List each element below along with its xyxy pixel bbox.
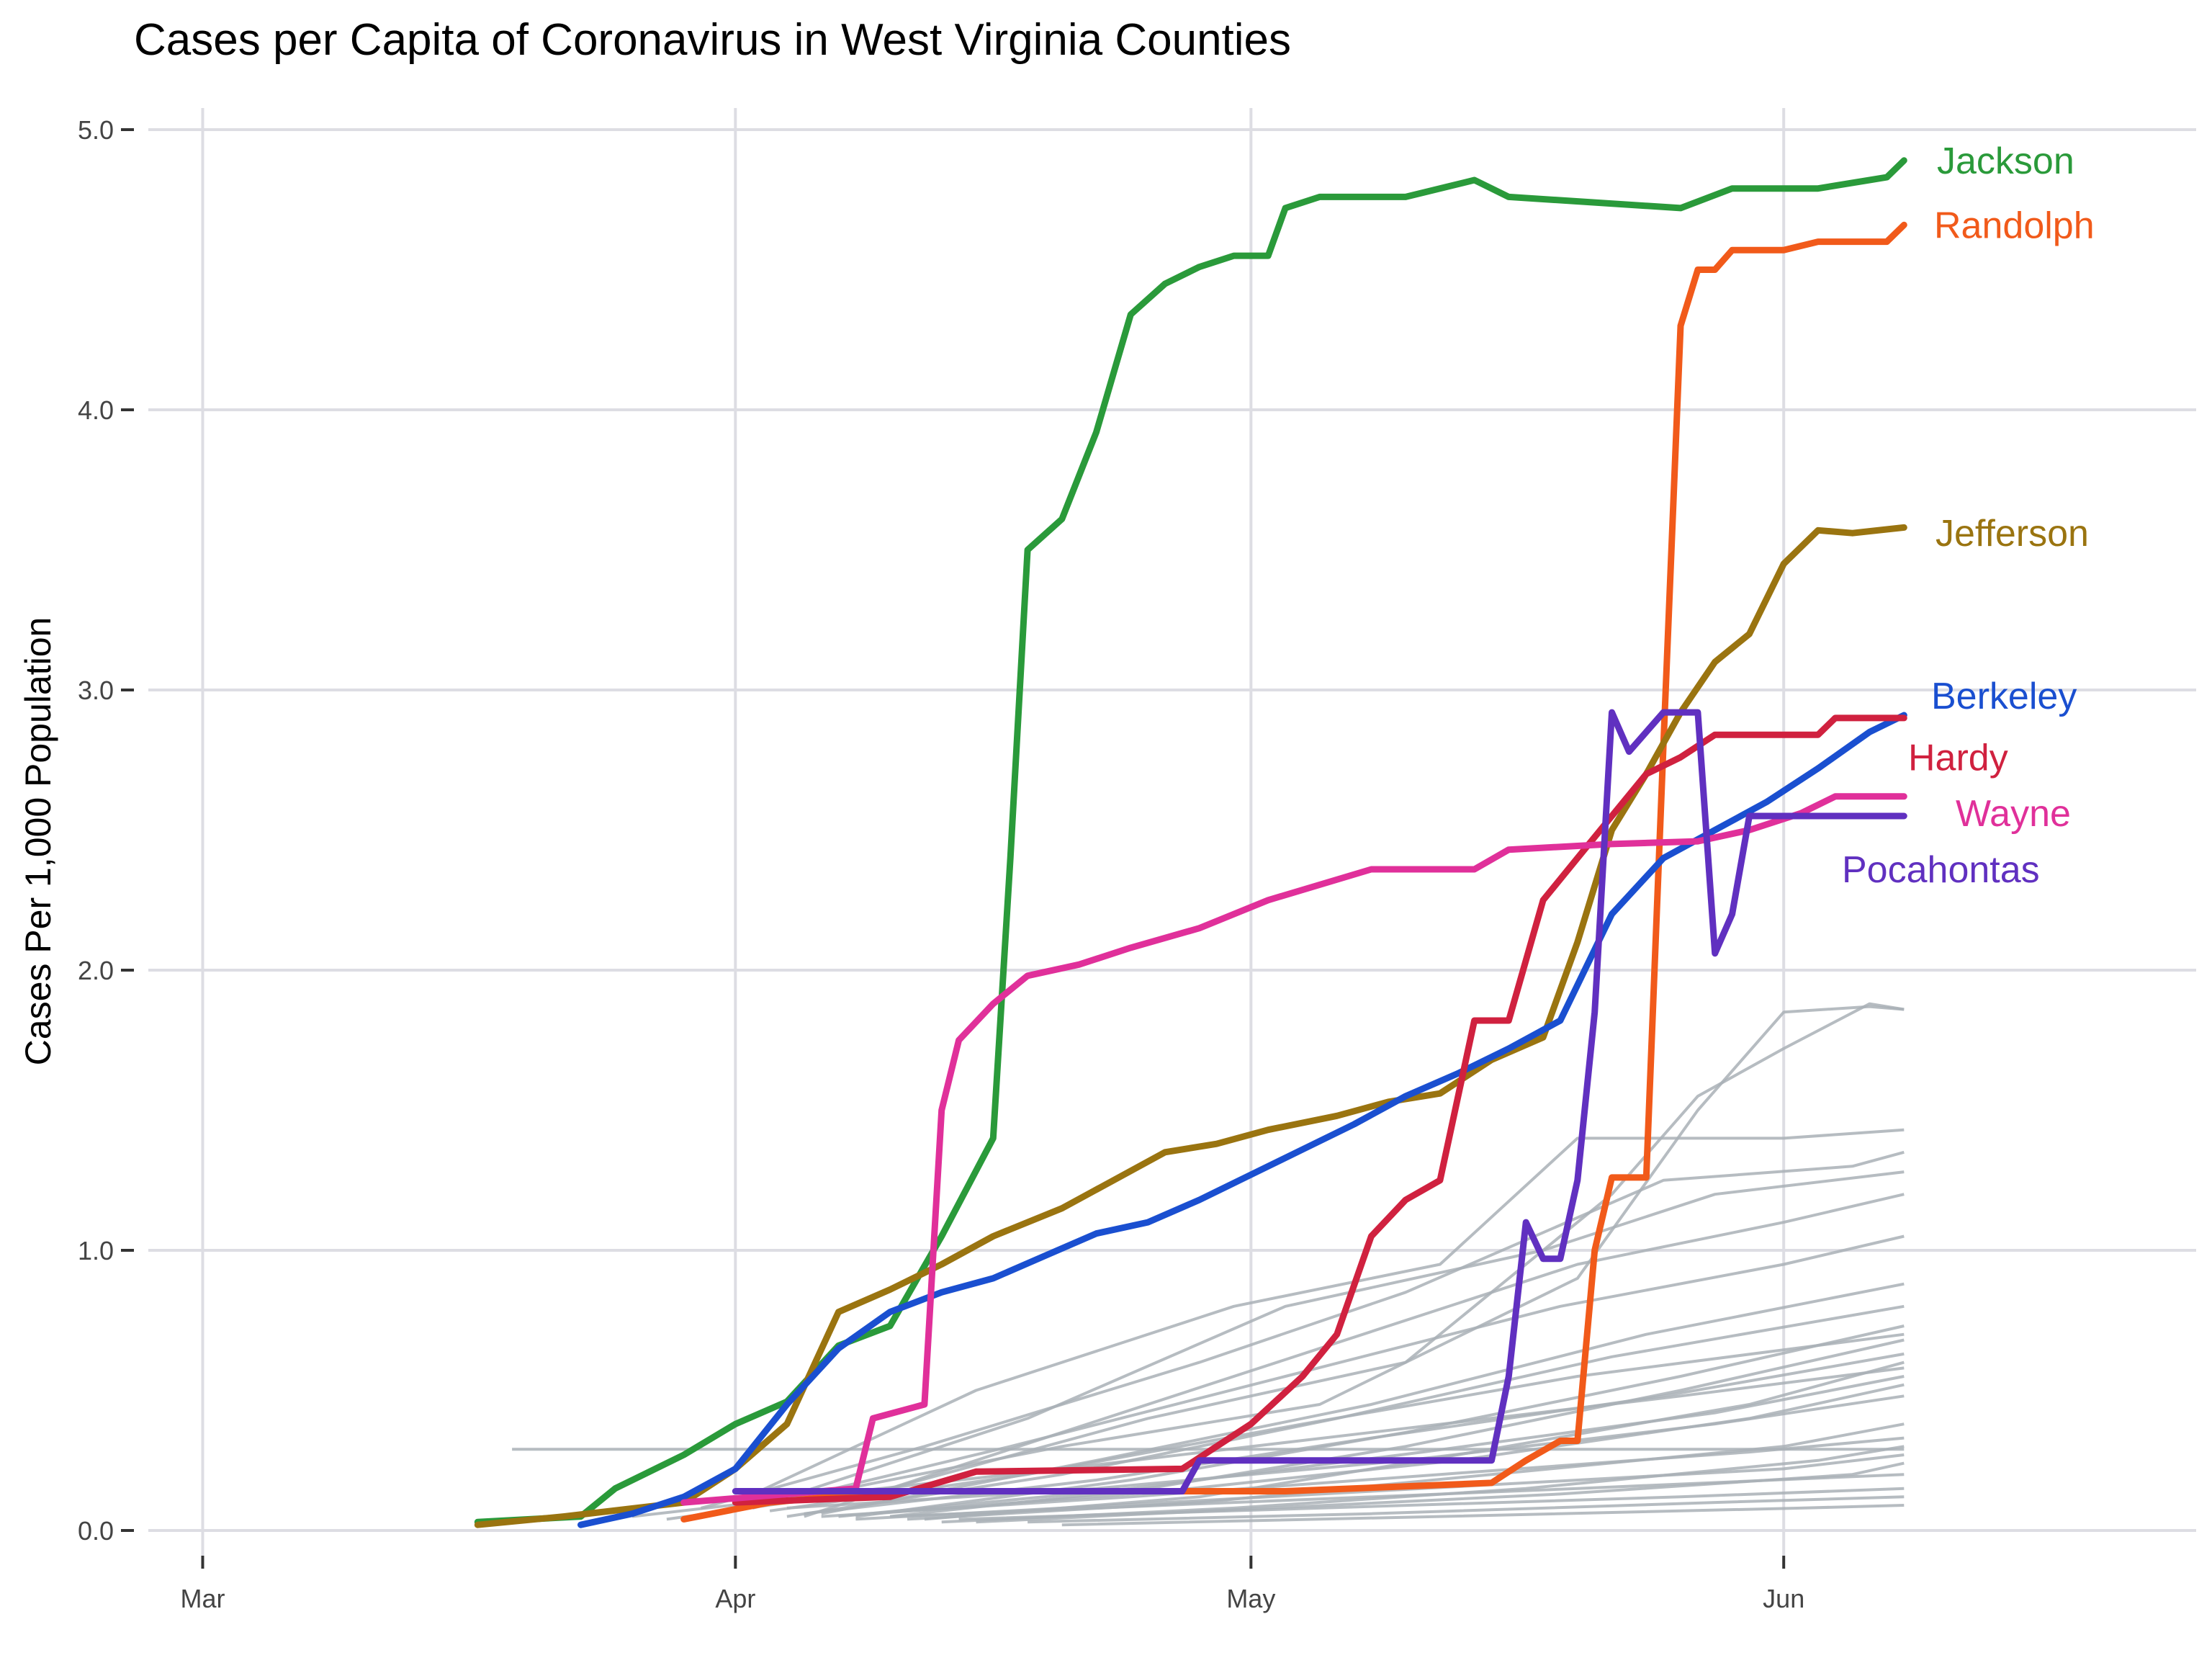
other-county-line [1061, 1504, 1905, 1527]
x-tick-label: Mar [180, 1584, 225, 1613]
pocahontas-label: Pocahontas [1842, 849, 2040, 891]
other-county-line [752, 1234, 1905, 1510]
chart-title: Cases per Capita of Coronavirus in West … [134, 15, 1291, 65]
randolph-label: Randolph [1934, 205, 2095, 246]
other-county-line [838, 1375, 1905, 1518]
jefferson-label: Jefferson [1936, 513, 2089, 555]
berkeley-label: Berkeley [1931, 676, 2077, 717]
jackson-label: Jackson [1937, 140, 2074, 182]
y-tick-label: 5.0 [78, 115, 114, 145]
other-county-line [666, 1002, 1905, 1521]
y-tick-label: 1.0 [78, 1236, 114, 1265]
gridlines [148, 108, 2196, 1556]
highlighted-county-lines [474, 157, 1907, 1528]
y-tick-label: 3.0 [78, 676, 114, 705]
wayne-label: Wayne [1956, 793, 2071, 835]
jackson-line [474, 157, 1907, 1525]
jefferson-line [474, 524, 1907, 1528]
other-county-line [1028, 1495, 1905, 1524]
x-tick-label: Apr [715, 1584, 755, 1613]
other-county-line [890, 1473, 1905, 1518]
y-axis: 0.0 1.0 2.0 3.0 4.0 5.0 [78, 115, 134, 1546]
x-axis: Mar Apr May Jun [180, 1556, 1804, 1613]
other-counties-lines [512, 1002, 1905, 1527]
y-tick-label: 0.0 [78, 1516, 114, 1546]
other-county-line [821, 1436, 1905, 1518]
other-county-line [769, 1170, 1905, 1505]
y-tick-label: 2.0 [78, 956, 114, 985]
y-axis-title: Cases Per 1,000 Population [18, 617, 58, 1066]
other-county-line [769, 1332, 1905, 1512]
x-tick-label: May [1226, 1584, 1275, 1613]
hardy-label: Hardy [1908, 737, 2008, 779]
other-county-line [734, 1128, 1905, 1504]
other-county-line [804, 1193, 1905, 1518]
other-county-line [631, 1005, 1905, 1518]
other-county-line [701, 1150, 1905, 1510]
wayne-line [680, 793, 1907, 1506]
hardy-line [732, 714, 1907, 1506]
county-labels: Jackson Randolph Jefferson Berkeley Hardy Way… [1842, 140, 2095, 891]
other-county-line [958, 1487, 1905, 1521]
x-tick-label: Jun [1763, 1584, 1804, 1613]
y-tick-label: 4.0 [78, 395, 114, 425]
pocahontas-line [732, 709, 1907, 1494]
randolph-line [680, 221, 1907, 1523]
